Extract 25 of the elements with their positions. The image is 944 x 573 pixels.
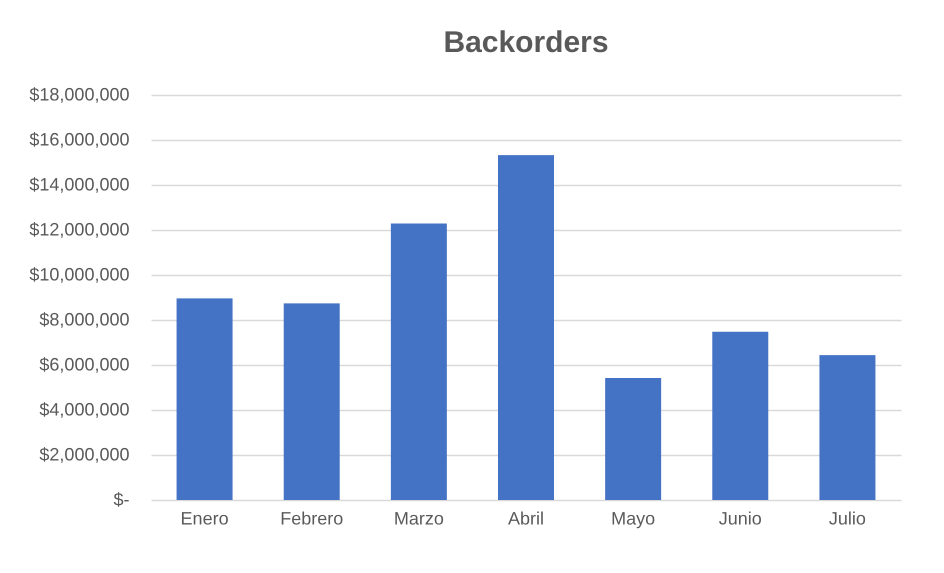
x-tick-label: Junio <box>718 508 762 528</box>
x-tick-label: Abril <box>508 508 544 528</box>
y-tick-label: $16,000,000 <box>29 130 130 150</box>
bar <box>819 355 876 500</box>
chart-title: Backorders <box>443 26 609 59</box>
y-tick-label: $4,000,000 <box>39 400 130 420</box>
bar <box>498 155 554 500</box>
y-tick-label: $12,000,000 <box>29 220 130 240</box>
x-tick-label: Marzo <box>394 508 444 528</box>
y-tick-label: $6,000,000 <box>39 354 130 374</box>
y-tick-label: $8,000,000 <box>39 310 130 330</box>
y-tick-label: $- <box>113 490 130 510</box>
y-tick-label: $14,000,000 <box>29 174 130 194</box>
y-tick-label: $10,000,000 <box>29 264 130 284</box>
y-tick-label: $18,000,000 <box>29 84 130 104</box>
x-tick-label: Enero <box>180 508 229 528</box>
bar <box>176 298 233 500</box>
bar <box>605 378 662 500</box>
bar <box>390 223 447 500</box>
x-tick-label: Febrero <box>280 508 344 528</box>
y-tick-label: $2,000,000 <box>39 444 130 464</box>
x-tick-label: Julio <box>828 508 866 528</box>
bar <box>284 303 340 500</box>
x-tick-label: Mayo <box>611 508 656 528</box>
bar <box>712 332 768 500</box>
